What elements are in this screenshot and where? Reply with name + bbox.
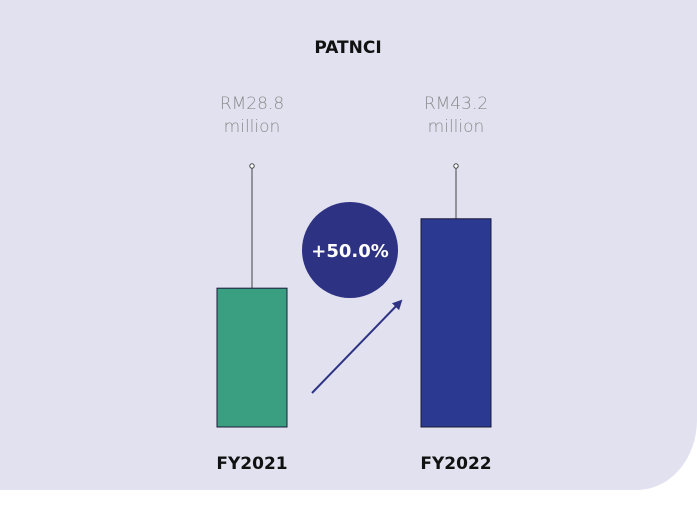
leader-dot	[249, 163, 255, 169]
value-label: RM28.8 million	[219, 94, 285, 137]
bar	[216, 287, 288, 428]
growth-arrow	[311, 299, 403, 394]
x-tick-label: FY2022	[420, 454, 491, 474]
value-label: RM43.2 million	[423, 94, 489, 137]
growth-label: +50.0%	[311, 241, 389, 262]
chart-title: PATNCI	[314, 38, 381, 58]
growth-badge	[302, 202, 398, 298]
leader-dot	[453, 163, 459, 169]
bar	[420, 218, 492, 428]
x-tick-label: FY2021	[216, 454, 287, 474]
